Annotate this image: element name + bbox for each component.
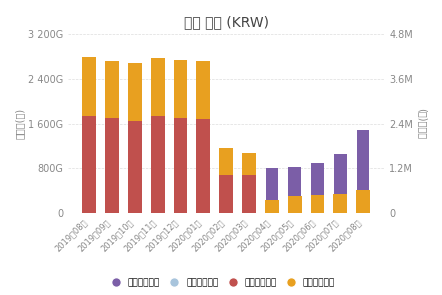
Bar: [333, 194, 347, 213]
Bar: [151, 58, 164, 116]
Bar: [82, 116, 96, 213]
Bar: [311, 195, 324, 213]
Bar: [196, 61, 210, 119]
Bar: [220, 151, 232, 163]
Bar: [151, 116, 164, 213]
Bar: [174, 118, 187, 213]
Bar: [174, 90, 187, 213]
Bar: [128, 63, 142, 121]
Bar: [82, 58, 96, 116]
Bar: [105, 118, 119, 213]
Bar: [266, 168, 278, 213]
Y-axis label: (명)수하인: (명)수하인: [417, 108, 427, 139]
Bar: [151, 63, 164, 87]
Bar: [242, 175, 256, 213]
Bar: [128, 121, 142, 213]
Bar: [151, 87, 164, 213]
Bar: [265, 200, 279, 213]
Bar: [105, 61, 119, 118]
Bar: [311, 163, 324, 213]
Bar: [242, 153, 256, 175]
Bar: [357, 130, 370, 213]
Bar: [129, 96, 141, 213]
Bar: [356, 190, 370, 213]
Bar: [220, 163, 232, 213]
Bar: [197, 104, 210, 213]
Bar: [106, 90, 118, 213]
Bar: [196, 119, 210, 213]
Bar: [334, 154, 347, 213]
Bar: [288, 166, 301, 213]
Bar: [288, 196, 301, 213]
Bar: [83, 93, 95, 213]
Bar: [219, 175, 233, 213]
Title: 총괄 현황 (KRW): 총괄 현황 (KRW): [183, 15, 269, 29]
Bar: [106, 66, 118, 90]
Bar: [83, 69, 95, 93]
Bar: [174, 66, 187, 90]
Y-axis label: 매출액(원): 매출액(원): [15, 108, 25, 139]
Bar: [174, 60, 187, 118]
Bar: [219, 148, 233, 175]
Bar: [129, 74, 141, 96]
Bar: [243, 163, 255, 213]
Legend: 외국인매출액, 내국인매출액, 외국인인원수, 내국인인원수: 외국인매출액, 내국인매출액, 외국인인원수, 내국인인원수: [103, 274, 339, 291]
Bar: [197, 81, 210, 104]
